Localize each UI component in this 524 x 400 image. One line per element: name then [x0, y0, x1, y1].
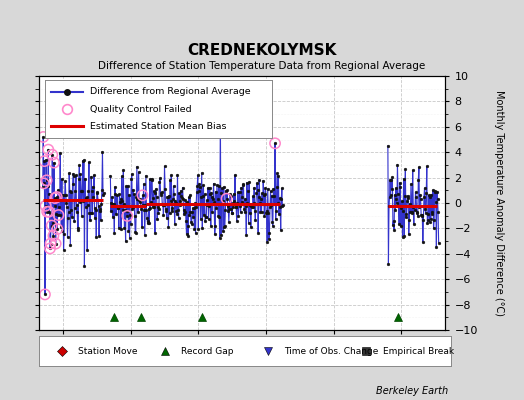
Point [45, 208, 53, 215]
Text: Empirical Break: Empirical Break [383, 346, 454, 356]
Point [138, 192, 147, 198]
Point [48, 222, 56, 229]
Point [42, 177, 51, 184]
Point [216, 112, 225, 118]
Point [46, 245, 54, 252]
Point [52, 194, 61, 200]
Point [43, 208, 51, 215]
Point [48, 152, 57, 158]
Text: Difference from Regional Average: Difference from Regional Average [90, 87, 251, 96]
Text: CREDNEKOLYMSK: CREDNEKOLYMSK [187, 43, 337, 58]
Point [271, 140, 279, 146]
Text: Station Move: Station Move [79, 346, 138, 356]
Point [54, 212, 63, 218]
Y-axis label: Monthly Temperature Anomaly Difference (°C): Monthly Temperature Anomaly Difference (… [495, 90, 505, 316]
Text: Estimated Station Mean Bias: Estimated Station Mean Bias [90, 122, 226, 131]
Point [39, 134, 48, 140]
Point [51, 195, 59, 201]
Point [49, 232, 58, 239]
Point [50, 159, 58, 166]
Point [47, 240, 55, 247]
Point [123, 213, 132, 219]
Point [44, 146, 52, 153]
Point [51, 240, 60, 247]
Text: Record Gap: Record Gap [181, 346, 234, 356]
Text: Difference of Station Temperature Data from Regional Average: Difference of Station Temperature Data f… [99, 61, 425, 71]
Point [41, 202, 50, 209]
Point [222, 196, 231, 202]
Point [40, 180, 48, 186]
Point [40, 158, 49, 164]
Text: Berkeley Earth: Berkeley Earth [376, 386, 448, 396]
Point [53, 226, 61, 232]
Point [41, 291, 49, 298]
Text: Quality Control Failed: Quality Control Failed [90, 104, 192, 114]
Text: Time of Obs. Change: Time of Obs. Change [284, 346, 378, 356]
